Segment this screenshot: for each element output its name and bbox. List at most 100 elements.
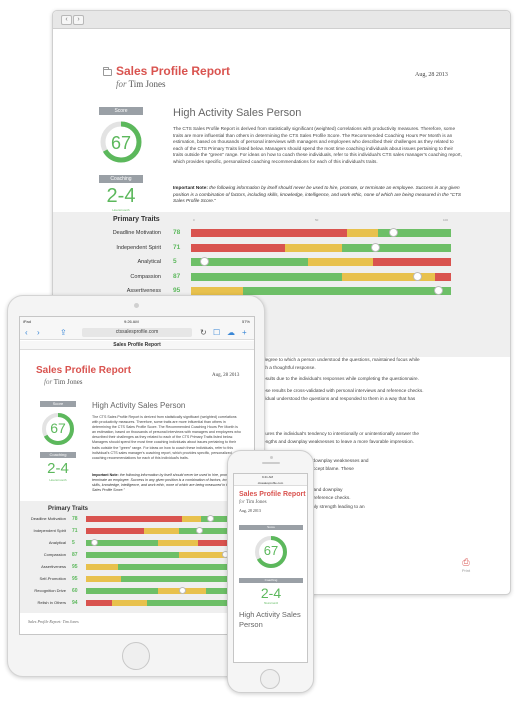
trait-bar bbox=[191, 242, 451, 252]
back-button[interactable]: ‹ bbox=[61, 15, 72, 25]
trait-value: 95 bbox=[72, 564, 78, 570]
trait-segment bbox=[178, 552, 237, 558]
validity-text-line: sures the individual's tendency to inten… bbox=[263, 431, 419, 436]
trait-value: 87 bbox=[173, 272, 181, 280]
tablet-report-title: Sales Profile Report bbox=[36, 365, 132, 376]
tablet-coaching-range: 2-4 bbox=[47, 460, 69, 477]
validity-text-line: ith a thoughtful response. bbox=[263, 365, 316, 370]
tablet-screen: iPad 9:26 AM 57% ‹ › ⇪ ctssalesprofile.c… bbox=[19, 316, 255, 635]
phone-score-ring bbox=[255, 536, 287, 568]
trait-segment bbox=[191, 272, 342, 281]
back-icon[interactable]: ‹ bbox=[25, 328, 28, 337]
tablet-url-bar[interactable]: ctssalesprofile.com bbox=[82, 328, 192, 337]
reload-icon[interactable]: ↻ bbox=[200, 328, 207, 337]
bookmarks-icon[interactable]: ☐ bbox=[213, 328, 221, 337]
trait-segment bbox=[86, 540, 158, 546]
trait-name: Assertiveness bbox=[41, 564, 66, 569]
report-for: for Tim Jones bbox=[116, 79, 166, 89]
cloud-icon[interactable]: ☁ bbox=[227, 328, 235, 337]
trait-bar bbox=[191, 286, 451, 295]
phone-url-bar[interactable]: ctssalesprofile.com bbox=[234, 480, 307, 486]
trait-bar bbox=[191, 257, 451, 266]
trait-bar bbox=[86, 527, 246, 534]
tablet-headline: High Activity Sales Person bbox=[92, 401, 186, 410]
forward-button[interactable]: › bbox=[73, 15, 84, 25]
trait-segment bbox=[86, 552, 179, 558]
trait-value: 5 bbox=[173, 258, 177, 265]
print-icon[interactable]: ⎙ bbox=[462, 557, 470, 567]
trait-segment bbox=[143, 528, 179, 534]
trait-name: Relish in Others bbox=[37, 600, 66, 605]
trait-segment bbox=[347, 229, 379, 237]
tablet-toolbar: ‹ › ⇪ ctssalesprofile.com ↻ ☐ ☁ + bbox=[20, 326, 254, 340]
trait-bar bbox=[86, 599, 246, 606]
trait-segment bbox=[86, 564, 118, 570]
trait-segment bbox=[435, 272, 451, 281]
tablet-coaching-label: Coaching bbox=[40, 452, 76, 458]
phone-score-label: Score bbox=[239, 525, 303, 530]
phone-home-button[interactable] bbox=[260, 669, 280, 689]
traits-title: Primary Traits bbox=[113, 216, 160, 223]
tablet-camera bbox=[134, 303, 139, 308]
trait-value: 95 bbox=[173, 287, 181, 294]
trait-marker bbox=[90, 539, 98, 546]
description-text: The CTS Sales Profile Report is derived … bbox=[173, 126, 462, 164]
trait-value: 5 bbox=[72, 540, 75, 546]
trait-segment bbox=[284, 243, 342, 252]
print-label[interactable]: Print bbox=[461, 568, 471, 573]
profile-headline: High Activity Sales Person bbox=[173, 107, 302, 119]
phone-screen: 9:41 AM ctssalesprofile.com Sales Profil… bbox=[233, 473, 308, 663]
scale-label-mid: 50 bbox=[315, 218, 319, 222]
trait-bar bbox=[86, 539, 246, 546]
tablet-footer: Sales Profile Report: Tim Jones bbox=[28, 619, 79, 624]
phone-coaching-label: Coaching bbox=[239, 578, 303, 583]
tablet-device: iPad 9:26 AM 57% ‹ › ⇪ ctssalesprofile.c… bbox=[7, 295, 265, 677]
phone-coaching-sub: Hours/month bbox=[263, 602, 279, 605]
trait-value: 71 bbox=[173, 243, 181, 251]
tablet-home-button[interactable] bbox=[122, 642, 150, 670]
trait-name: Compassion bbox=[43, 552, 66, 557]
phone-report-title: Sales Profile Report bbox=[239, 491, 306, 498]
trait-bar bbox=[86, 563, 246, 570]
add-tab-icon[interactable]: + bbox=[242, 328, 247, 337]
trait-segment bbox=[178, 528, 246, 534]
trait-bar bbox=[86, 587, 246, 594]
report-date: Aug, 28 2013 bbox=[415, 72, 448, 78]
trait-segment bbox=[206, 588, 246, 594]
browser-toolbar: ‹ › bbox=[53, 11, 510, 29]
trait-marker bbox=[196, 527, 204, 534]
trait-segment bbox=[118, 564, 246, 570]
trait-marker bbox=[207, 515, 215, 522]
share-icon[interactable]: ⇪ bbox=[60, 328, 67, 337]
trait-segment bbox=[191, 243, 285, 252]
validity-text-line: engths and downplay weaknesses to leave … bbox=[263, 439, 414, 444]
important-note: Important Note: the following informatio… bbox=[173, 185, 462, 204]
trait-bar bbox=[86, 575, 246, 582]
validity-text-line: degree to which a person understood the … bbox=[263, 357, 420, 362]
trait-marker bbox=[433, 286, 443, 295]
phone-device: 9:41 AM ctssalesprofile.com Sales Profil… bbox=[227, 450, 314, 693]
trait-value: 71 bbox=[72, 528, 78, 534]
tablet-report-date: Aug, 28 2013 bbox=[212, 373, 240, 378]
tablet-important-note: Important Note: the following informatio… bbox=[92, 473, 241, 493]
trait-name: Analytical bbox=[48, 540, 66, 545]
trait-value: 87 bbox=[72, 552, 78, 558]
trait-marker bbox=[178, 587, 186, 594]
trait-name: Independent Spirit bbox=[116, 244, 161, 251]
scale-label-min: 0 bbox=[193, 218, 195, 222]
trait-segment bbox=[86, 588, 158, 594]
tablet-score-label: Score bbox=[40, 401, 76, 407]
trait-name: Recognition Drive bbox=[34, 588, 66, 593]
trait-marker bbox=[199, 257, 209, 266]
trait-segment bbox=[341, 243, 451, 252]
forward-icon[interactable]: › bbox=[37, 328, 40, 337]
trait-value: 78 bbox=[72, 516, 78, 522]
trait-segment bbox=[86, 516, 182, 522]
report-title: Sales Profile Report bbox=[116, 64, 231, 78]
tablet-score-ring bbox=[42, 413, 74, 445]
trait-name: Deadline Motivation bbox=[112, 230, 161, 236]
trait-segment bbox=[378, 229, 451, 237]
trait-marker bbox=[412, 271, 422, 281]
coaching-label: Coaching bbox=[99, 175, 143, 183]
validity-text-line: ese results be cross-validated with pers… bbox=[263, 388, 424, 393]
